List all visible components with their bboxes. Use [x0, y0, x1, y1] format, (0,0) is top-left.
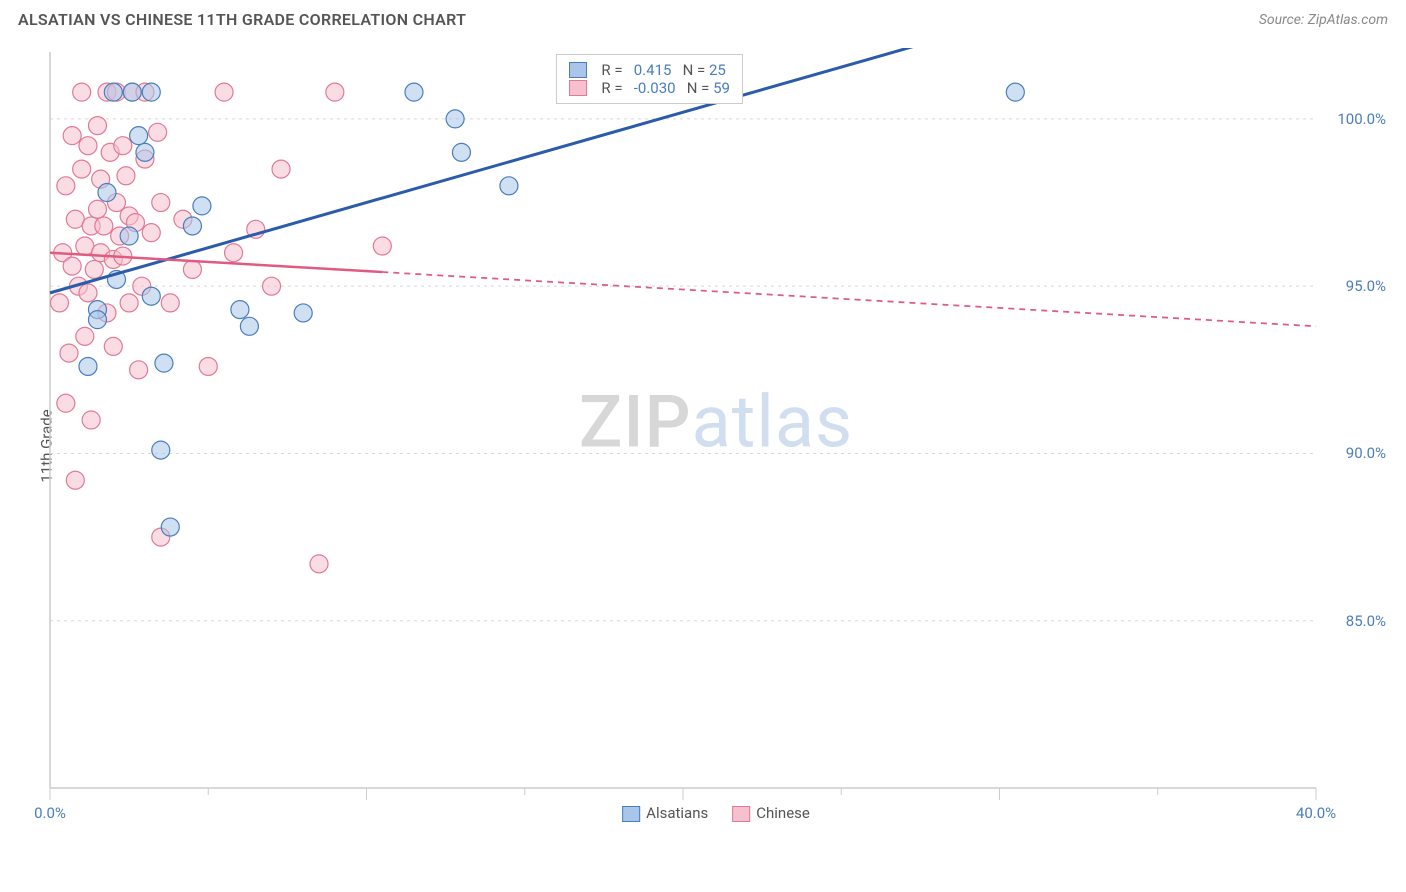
legend-item: Chinese	[732, 804, 810, 822]
y-tick-label: 100.0%	[1337, 110, 1386, 128]
legend-swatch	[622, 806, 640, 822]
stats-legend-box: R = 0.415 N = 25R = -0.030 N = 59	[556, 54, 743, 104]
chart-title: ALSATIAN VS CHINESE 11TH GRADE CORRELATI…	[18, 10, 466, 29]
legend-label: Chinese	[756, 804, 810, 822]
legend-item: Alsatians	[622, 804, 708, 822]
x-tick-label: 0.0%	[34, 804, 66, 822]
y-tick-label: 90.0%	[1346, 444, 1386, 462]
legend-swatch	[569, 80, 587, 96]
legend-swatch	[732, 806, 750, 822]
legend-swatch	[569, 62, 587, 78]
x-tick-label: 40.0%	[1296, 804, 1336, 822]
stats-text: R = -0.030 N = 59	[601, 79, 730, 97]
scatter-chart	[46, 48, 1386, 828]
y-tick-label: 85.0%	[1346, 612, 1386, 630]
stats-legend-row: R = -0.030 N = 59	[569, 79, 730, 97]
chart-container: ZIPatlas R = 0.415 N = 25R = -0.030 N = …	[46, 48, 1386, 828]
stats-text: R = 0.415 N = 25	[601, 61, 725, 79]
stats-legend-row: R = 0.415 N = 25	[569, 61, 730, 79]
legend-label: Alsatians	[646, 804, 708, 822]
y-tick-label: 95.0%	[1346, 277, 1386, 295]
source-label: Source: ZipAtlas.com	[1259, 12, 1388, 28]
series-legend: Alsatians Chinese	[622, 804, 810, 822]
